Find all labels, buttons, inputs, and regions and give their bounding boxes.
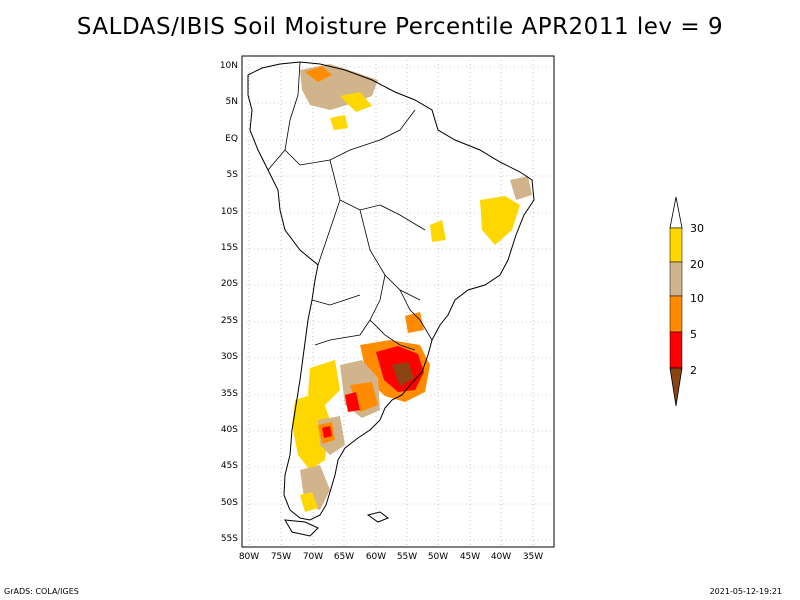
region-ne-brazil-tan [510, 176, 532, 200]
region-brazil-scatter [430, 220, 446, 242]
lon-label: 60W [365, 552, 387, 562]
map-frame [241, 55, 555, 548]
footer-credit: GrADS: COLA/IGES [4, 587, 79, 596]
lat-label: 15S [220, 243, 238, 253]
lat-label: 35S [220, 389, 238, 399]
lat-label: 5S [226, 170, 238, 180]
colorbar-2-5 [669, 331, 683, 369]
lat-label: 20S [220, 279, 238, 289]
lat-label: 50S [220, 498, 238, 508]
footer-timestamp: 2021-05-12-19:21 [709, 587, 782, 596]
map-title: SALDAS/IBIS Soil Moisture Percentile APR… [76, 14, 724, 40]
lat-label: 55S [220, 534, 238, 544]
region-uruguay-brown [392, 362, 414, 386]
colorbar-label-5: 5 [690, 328, 697, 341]
lon-label: 50W [427, 552, 449, 562]
colorbar-5-10 [669, 295, 683, 333]
region-south-brazil [405, 312, 424, 333]
lon-label: 35W [522, 552, 544, 562]
colorbar-top-triangle [669, 196, 683, 229]
region-ne-brazil [480, 196, 520, 245]
percentile-regions [292, 64, 532, 512]
region-south-patagonia-yellow [300, 492, 318, 512]
lon-label: 45W [459, 552, 481, 562]
lat-label: 40S [220, 425, 238, 435]
region-north-yellow2 [330, 115, 348, 130]
lon-label: 70W [302, 552, 324, 562]
lon-label: 65W [333, 552, 355, 562]
colorbar-bottom-triangle [669, 367, 683, 407]
lat-label: EQ [225, 134, 238, 144]
lat-label: 5N [225, 97, 238, 107]
region-argentina-orange [350, 382, 378, 412]
lon-label: 80W [238, 552, 260, 562]
colorbar-label-2: 2 [690, 364, 697, 377]
region-patagonia-yellow [292, 392, 330, 470]
region-patagonia-red [322, 426, 332, 438]
lat-label: 10S [220, 207, 238, 217]
colorbar-label-10: 10 [690, 292, 704, 305]
colorbar-20-30 [669, 227, 683, 263]
falkland-islands [366, 511, 390, 523]
colorbar-label-30: 30 [690, 222, 704, 235]
lat-label: 10N [219, 61, 238, 71]
lon-label: 75W [270, 552, 292, 562]
lat-label: 25S [220, 316, 238, 326]
lon-label: 40W [490, 552, 512, 562]
region-north-yellow [340, 92, 372, 112]
colorbar-10-20 [669, 261, 683, 297]
lat-label: 45S [220, 461, 238, 471]
region-north-orange [305, 66, 332, 82]
country-borders [267, 61, 433, 351]
coastline [247, 61, 535, 521]
lat-label: 30S [220, 352, 238, 362]
lon-label: 55W [396, 552, 418, 562]
region-argentina-red [345, 392, 360, 412]
colorbar-label-20: 20 [690, 258, 704, 271]
tierra-del-fuego [284, 519, 319, 537]
